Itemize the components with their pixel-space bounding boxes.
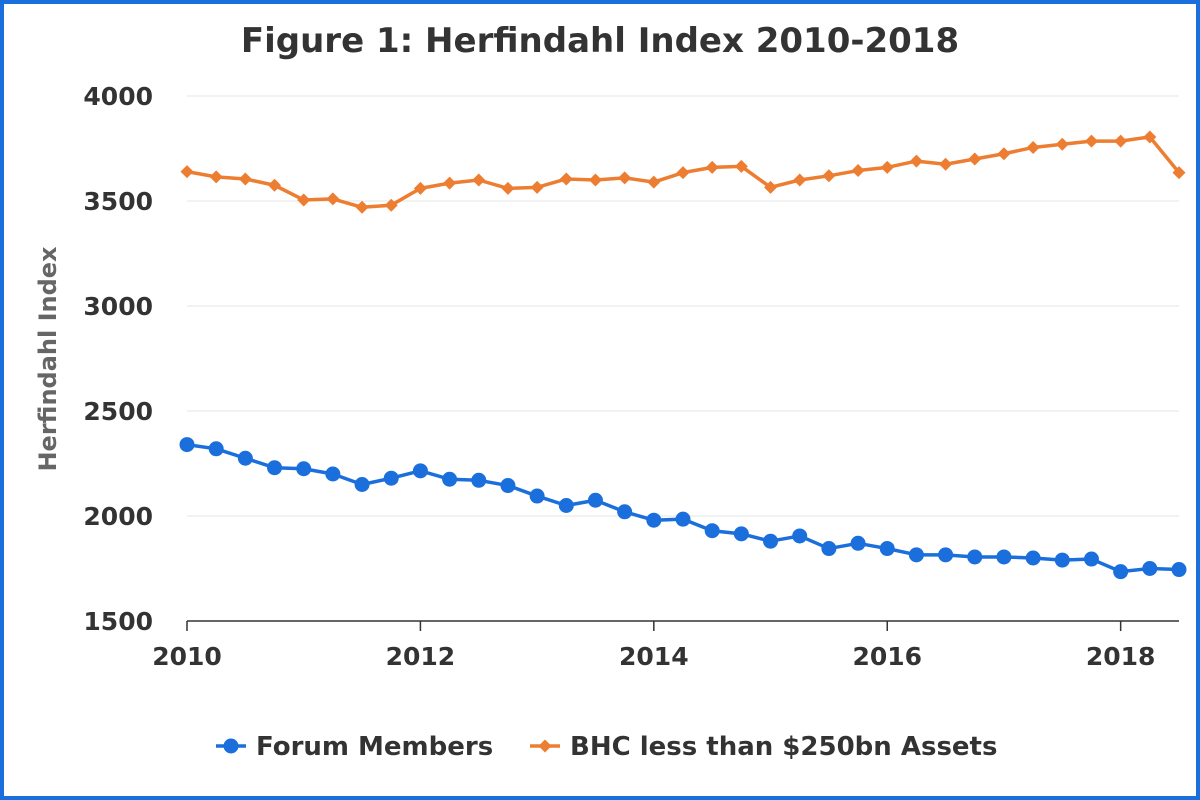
y-tick-label: 1500: [83, 607, 153, 636]
data-point: [208, 441, 224, 457]
data-point: [209, 170, 223, 184]
data-point: [880, 160, 894, 174]
chart-canvas: Figure 1: Herfindahl Index 2010-2018 Her…: [34, 21, 1187, 762]
data-point: [908, 547, 924, 563]
x-tick-label: 2014: [619, 642, 689, 671]
data-point: [646, 512, 662, 528]
data-point: [587, 492, 603, 508]
data-point: [968, 152, 982, 166]
data-point: [909, 154, 923, 168]
data-point: [442, 471, 458, 487]
data-point: [996, 549, 1012, 565]
data-point: [558, 498, 574, 513]
data-point: [1172, 166, 1186, 180]
data-point: [443, 176, 457, 190]
legend-item[interactable]: Forum Members: [216, 732, 493, 762]
data-point: [763, 533, 779, 549]
data-point: [1143, 130, 1157, 144]
data-point: [618, 171, 632, 185]
data-point: [179, 437, 195, 453]
data-point: [850, 535, 866, 551]
data-point: [1054, 552, 1070, 568]
data-point: [588, 173, 602, 187]
data-point: [412, 463, 428, 479]
y-tick-label: 2500: [83, 397, 153, 426]
data-point: [822, 169, 836, 183]
data-point: [939, 157, 953, 171]
data-point: [1026, 140, 1040, 154]
data-point: [792, 528, 808, 544]
data-point: [705, 160, 719, 174]
chart-title: Figure 1: Herfindahl Index 2010-2018: [241, 21, 959, 61]
data-point: [529, 488, 545, 504]
y-tick-label: 3000: [83, 292, 153, 321]
data-point: [1171, 562, 1187, 578]
data-point: [734, 159, 748, 173]
data-point: [500, 478, 516, 494]
data-point: [1025, 550, 1041, 566]
data-point: [354, 477, 370, 492]
series-layer: [179, 130, 1187, 580]
data-point: [997, 147, 1011, 161]
series-2: [180, 130, 1186, 214]
x-tick-label: 2016: [852, 642, 922, 671]
grid-layer: [187, 95, 1179, 517]
data-point: [472, 173, 486, 187]
data-point: [938, 547, 954, 563]
y-tick-label: 3500: [83, 187, 153, 216]
data-point: [355, 200, 369, 214]
data-point: [180, 165, 194, 179]
data-point: [1114, 134, 1128, 148]
x-tick-label: 2018: [1086, 642, 1156, 671]
data-point: [268, 178, 282, 192]
data-point: [733, 526, 749, 542]
legend-label: BHC less than $250bn Assets: [570, 732, 997, 762]
data-point: [297, 193, 311, 207]
data-point: [296, 461, 312, 477]
data-point: [647, 175, 661, 189]
data-point: [501, 181, 515, 195]
data-point: [851, 164, 865, 178]
data-point: [238, 172, 252, 186]
legend-item[interactable]: BHC less than $250bn Assets: [530, 732, 997, 762]
y-axis-label: Herfindahl Index: [34, 246, 62, 472]
data-point: [675, 511, 691, 527]
data-point: [1113, 564, 1129, 580]
legend: Forum Members BHC less than $250bn Assets: [216, 732, 997, 762]
x-tick-label: 2010: [152, 642, 222, 671]
data-point: [764, 180, 778, 194]
data-point: [793, 173, 807, 187]
data-point: [383, 470, 399, 486]
data-point: [1055, 137, 1069, 151]
data-point: [325, 466, 341, 482]
data-point: [617, 504, 633, 520]
data-point: [967, 549, 983, 565]
y-tick-label: 4000: [83, 82, 153, 111]
data-point: [559, 172, 573, 186]
legend-marker: [538, 739, 552, 753]
axis-layer: 1500 2000 2500 3000 3500 4000 2010 2012 2014 2016…: [83, 82, 1179, 671]
data-point: [267, 460, 283, 476]
y-tick-label: 2000: [83, 502, 153, 531]
data-point: [326, 192, 340, 206]
data-point: [879, 541, 895, 557]
data-point: [676, 166, 690, 180]
data-point: [821, 541, 837, 557]
data-point: [1084, 134, 1098, 148]
data-point: [237, 450, 253, 466]
data-point: [384, 198, 398, 212]
data-point: [413, 181, 427, 195]
legend-marker: [223, 738, 239, 754]
data-point: [1083, 551, 1099, 567]
data-point: [704, 523, 720, 539]
data-point: [530, 180, 544, 194]
data-point: [1142, 561, 1158, 576]
series-1: [179, 437, 1187, 580]
data-point: [471, 472, 487, 488]
x-tick-label: 2012: [386, 642, 456, 671]
legend-label: Forum Members: [256, 732, 493, 762]
